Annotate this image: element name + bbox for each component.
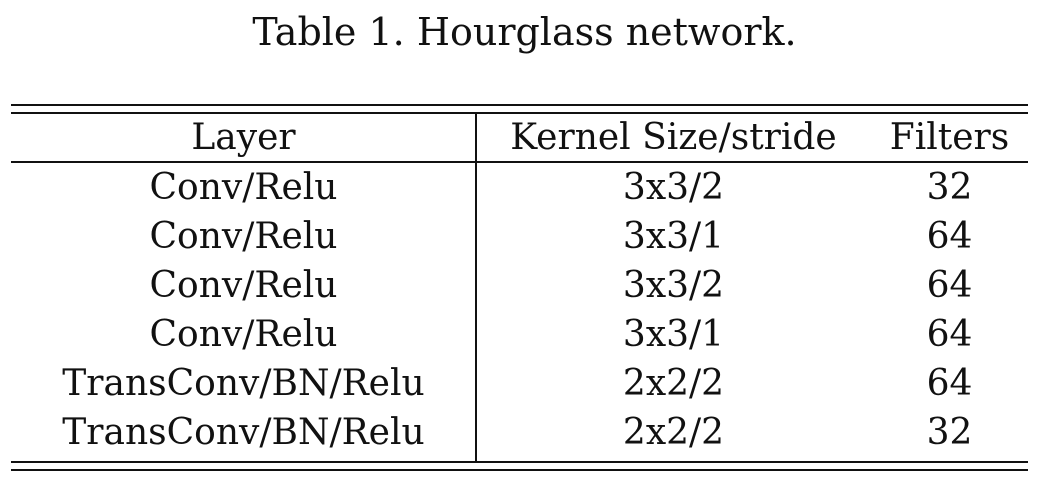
header-cell-filters: Filters xyxy=(889,117,1010,158)
filters-cell: 64 xyxy=(926,216,973,257)
bottom-rule xyxy=(11,469,1028,471)
layer-cell: Conv/Relu xyxy=(149,167,338,208)
layer-cell: TransConv/BN/Relu xyxy=(62,412,425,453)
layer-cell: Conv/Relu xyxy=(149,314,338,355)
table-row: Conv/Relu 3x3/2 64 xyxy=(11,261,1028,310)
bottom-rule xyxy=(11,461,1028,463)
kernel-cell: 3x3/2 xyxy=(622,265,725,306)
header-row: Layer Kernel Size/stride Filters xyxy=(11,114,1028,161)
filters-cell: 64 xyxy=(926,363,973,404)
mid-rule xyxy=(11,161,1028,163)
kernel-cell: 2x2/2 xyxy=(622,412,725,453)
header-cell-layer: Layer xyxy=(191,117,296,158)
table-row: Conv/Relu 3x3/1 64 xyxy=(11,310,1028,359)
table-row: TransConv/BN/Relu 2x2/2 64 xyxy=(11,359,1028,408)
column-divider xyxy=(475,114,477,461)
kernel-cell: 2x2/2 xyxy=(622,363,725,404)
table-row: Conv/Relu 3x3/2 32 xyxy=(11,163,1028,212)
header-table: Layer Kernel Size/stride Filters xyxy=(11,114,1028,161)
kernel-cell: 3x3/1 xyxy=(622,314,725,355)
top-rule xyxy=(11,112,1028,114)
header-cell-kernel-size-stride: Kernel Size/stride xyxy=(510,117,837,158)
filters-cell: 64 xyxy=(926,265,973,306)
filters-cell: 64 xyxy=(926,314,973,355)
table-caption: Table 1. Hourglass network. xyxy=(252,10,797,54)
filters-cell: 32 xyxy=(926,167,973,208)
layer-cell: Conv/Relu xyxy=(149,265,338,306)
kernel-cell: 3x3/1 xyxy=(622,216,725,257)
table-row: TransConv/BN/Relu 2x2/2 32 xyxy=(11,408,1028,457)
layer-cell: TransConv/BN/Relu xyxy=(62,363,425,404)
body-table: Conv/Relu 3x3/2 32 Conv/Relu 3x3/1 64 Co… xyxy=(11,163,1028,457)
kernel-cell: 3x3/2 xyxy=(622,167,725,208)
top-rule xyxy=(11,104,1028,106)
table-row: Conv/Relu 3x3/1 64 xyxy=(11,212,1028,261)
filters-cell: 32 xyxy=(926,412,973,453)
layer-cell: Conv/Relu xyxy=(149,216,338,257)
